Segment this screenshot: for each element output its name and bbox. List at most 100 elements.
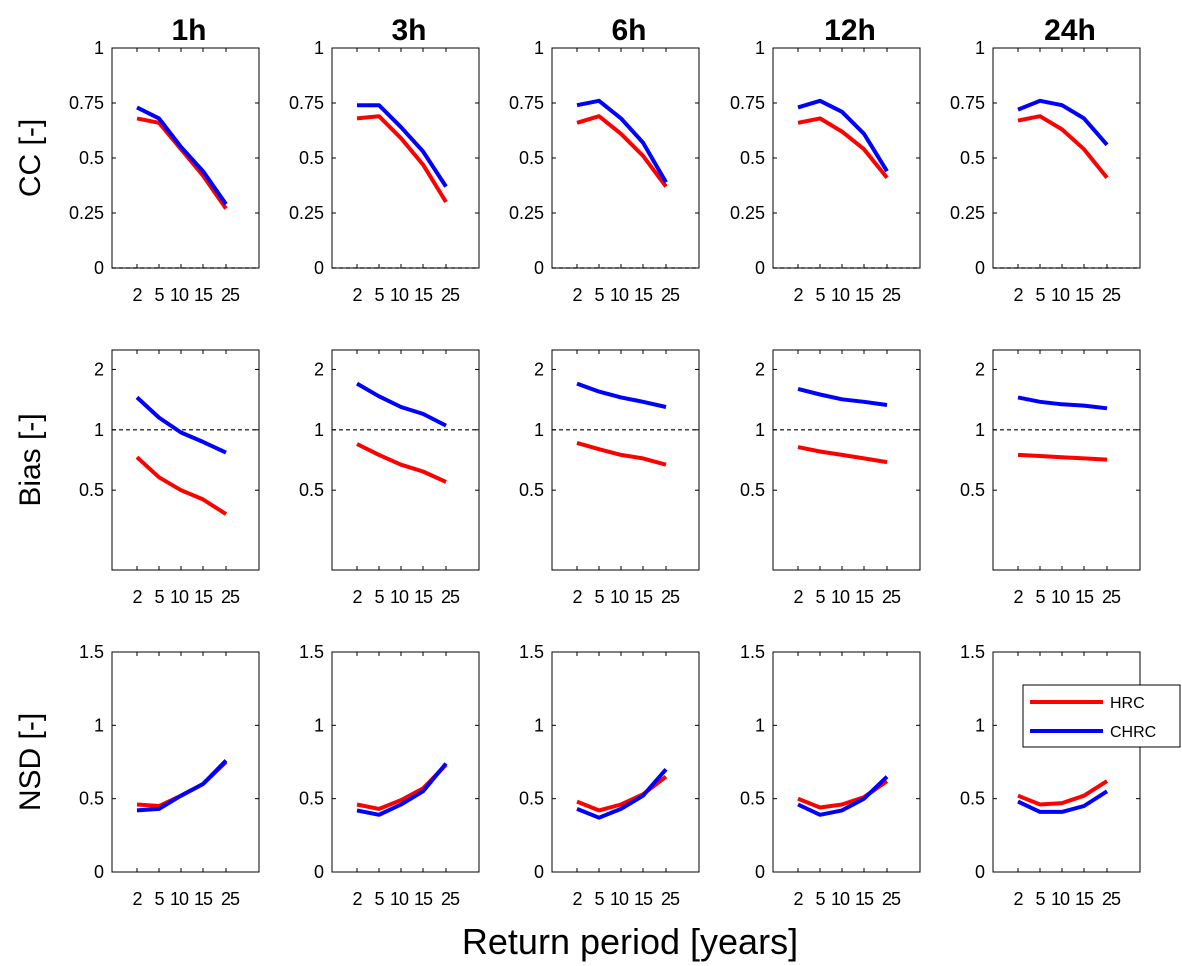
x-tick-label: 25 bbox=[441, 587, 460, 607]
figure-xlabel: Return period [years] bbox=[462, 921, 798, 962]
y-tick-label: 0.75 bbox=[950, 93, 985, 113]
x-tick-label: 2 bbox=[132, 285, 142, 305]
x-tick-label: 10 bbox=[831, 889, 850, 909]
series-line-hrc bbox=[576, 114, 668, 188]
series-line-chrc bbox=[357, 103, 448, 188]
series-line-chrc bbox=[356, 762, 448, 817]
x-tick-label: 25 bbox=[221, 889, 240, 909]
y-tick-label: 1.5 bbox=[299, 642, 324, 662]
series-line-hrc bbox=[356, 442, 447, 484]
x-tick-label: 25 bbox=[1102, 285, 1121, 305]
row-ylabel-cc: CC [-] bbox=[14, 119, 47, 197]
x-tick-label: 25 bbox=[441, 889, 460, 909]
series-line-chrc bbox=[135, 395, 227, 455]
series-line-chrc bbox=[136, 759, 228, 813]
panel-cc-12h: 0 0.25 0.5 0.75 1 2 5 10 15 25 bbox=[730, 38, 921, 305]
y-tick-label: 1 bbox=[975, 38, 985, 58]
x-tick-label: 5 bbox=[1035, 285, 1045, 305]
series-line-chrc bbox=[576, 98, 668, 184]
x-tick-label: 15 bbox=[414, 285, 433, 305]
x-tick-label: 25 bbox=[221, 587, 240, 607]
y-tick-label: 1 bbox=[94, 715, 104, 735]
x-tick-label: 15 bbox=[634, 889, 653, 909]
y-tick-label: 1 bbox=[755, 420, 765, 440]
x-tick-label: 5 bbox=[154, 889, 164, 909]
y-tick-label: 0.25 bbox=[730, 203, 765, 223]
x-tick-label: 10 bbox=[1051, 889, 1070, 909]
y-tick-label: 0.5 bbox=[740, 789, 765, 809]
panel-nsd-6h: 0 0.5 1 1.5 2 5 10 15 25 bbox=[519, 642, 700, 909]
y-tick-label: 1 bbox=[534, 38, 544, 58]
y-tick-label: 1 bbox=[314, 38, 324, 58]
y-tick-label: 2 bbox=[534, 359, 544, 379]
y-tick-label: 1 bbox=[314, 715, 324, 735]
y-tick-label: 2 bbox=[975, 359, 985, 379]
x-tick-label: 5 bbox=[815, 889, 825, 909]
y-tick-label: 1.5 bbox=[740, 642, 765, 662]
panel-cc-24h: 0 0.25 0.5 0.75 1 2 5 10 15 25 bbox=[950, 38, 1141, 305]
y-tick-label: 0 bbox=[94, 258, 104, 278]
x-tick-label: 2 bbox=[352, 285, 362, 305]
x-tick-label: 25 bbox=[1102, 587, 1121, 607]
series-line-chrc bbox=[797, 775, 889, 817]
series-line-hrc bbox=[135, 455, 228, 516]
x-tick-label: 15 bbox=[634, 587, 653, 607]
x-tick-label: 15 bbox=[194, 587, 213, 607]
x-tick-label: 5 bbox=[374, 285, 384, 305]
series-line-hrc bbox=[797, 116, 889, 180]
series-line-hrc bbox=[576, 440, 667, 467]
x-tick-label: 10 bbox=[390, 587, 409, 607]
x-tick-label: 10 bbox=[831, 285, 850, 305]
x-tick-label: 10 bbox=[170, 587, 189, 607]
x-tick-label: 10 bbox=[390, 889, 409, 909]
y-tick-label: 0.5 bbox=[519, 480, 544, 500]
x-tick-label: 2 bbox=[1013, 889, 1023, 909]
axes-box bbox=[331, 651, 480, 873]
series-line-hrc bbox=[1017, 114, 1109, 180]
x-tick-label: 5 bbox=[154, 587, 164, 607]
y-tick-label: 1 bbox=[755, 38, 765, 58]
x-tick-label: 5 bbox=[374, 587, 384, 607]
y-tick-label: 0 bbox=[534, 862, 544, 882]
y-tick-label: 0.25 bbox=[69, 203, 104, 223]
y-tick-label: 1 bbox=[94, 420, 104, 440]
axes-box bbox=[111, 349, 260, 571]
series-line-chrc bbox=[576, 767, 668, 820]
x-tick-label: 15 bbox=[414, 587, 433, 607]
series-line-chrc bbox=[576, 381, 667, 409]
x-tick-label: 2 bbox=[352, 587, 362, 607]
x-tick-label: 10 bbox=[170, 889, 189, 909]
x-tick-label: 10 bbox=[390, 285, 409, 305]
panel-cc-3h: 0 0.25 0.5 0.75 1 2 5 10 15 25 bbox=[289, 38, 480, 305]
y-tick-label: 1 bbox=[94, 38, 104, 58]
y-tick-label: 1 bbox=[534, 420, 544, 440]
x-tick-label: 10 bbox=[831, 587, 850, 607]
y-tick-label: 1.5 bbox=[79, 642, 104, 662]
y-tick-label: 2 bbox=[94, 359, 104, 379]
panel-nsd-1h: 0 0.5 1 1.5 2 5 10 15 25 bbox=[79, 642, 260, 909]
y-tick-label: 0.5 bbox=[79, 480, 104, 500]
x-tick-label: 15 bbox=[414, 889, 433, 909]
x-tick-label: 25 bbox=[661, 285, 680, 305]
x-tick-label: 5 bbox=[815, 285, 825, 305]
series-line-chrc bbox=[1017, 395, 1108, 411]
x-tick-label: 25 bbox=[661, 889, 680, 909]
x-tick-label: 10 bbox=[610, 285, 629, 305]
x-tick-label: 10 bbox=[610, 587, 629, 607]
x-tick-label: 2 bbox=[1013, 587, 1023, 607]
axes-box bbox=[992, 47, 1141, 269]
series-line-hrc bbox=[356, 114, 448, 204]
x-tick-label: 15 bbox=[855, 889, 874, 909]
x-tick-label: 10 bbox=[1051, 587, 1070, 607]
series-line-chrc bbox=[1017, 98, 1109, 147]
x-tick-label: 10 bbox=[1051, 285, 1070, 305]
x-tick-label: 2 bbox=[572, 587, 582, 607]
y-tick-label: 1 bbox=[755, 715, 765, 735]
column-title: 24h bbox=[1044, 14, 1096, 47]
x-tick-label: 2 bbox=[572, 285, 582, 305]
series-line-chrc bbox=[797, 386, 888, 407]
y-tick-label: 0.5 bbox=[519, 789, 544, 809]
